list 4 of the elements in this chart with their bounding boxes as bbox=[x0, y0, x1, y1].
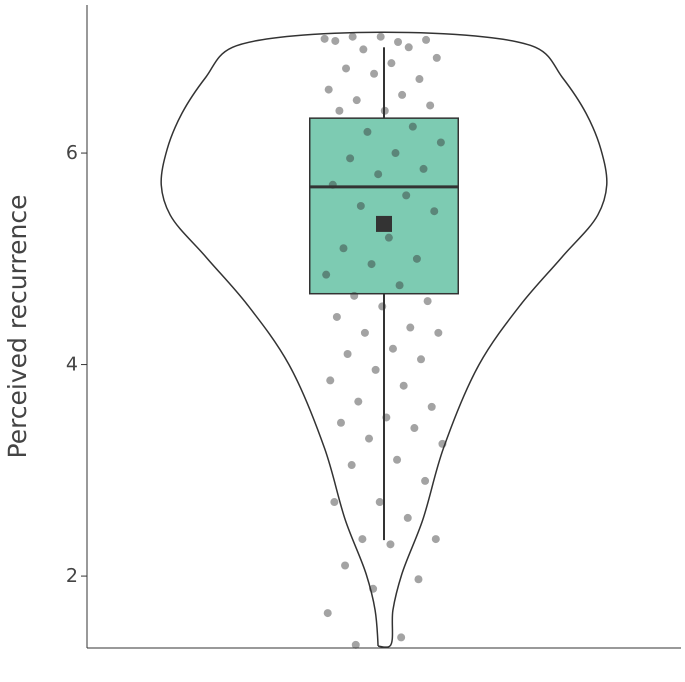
y-tick-label: 2 bbox=[66, 565, 78, 588]
y-axis-title: Perceived recurrence bbox=[3, 194, 32, 458]
y-tick-label: 4 bbox=[66, 354, 78, 376]
y-tick-label: 6 bbox=[66, 142, 78, 164]
